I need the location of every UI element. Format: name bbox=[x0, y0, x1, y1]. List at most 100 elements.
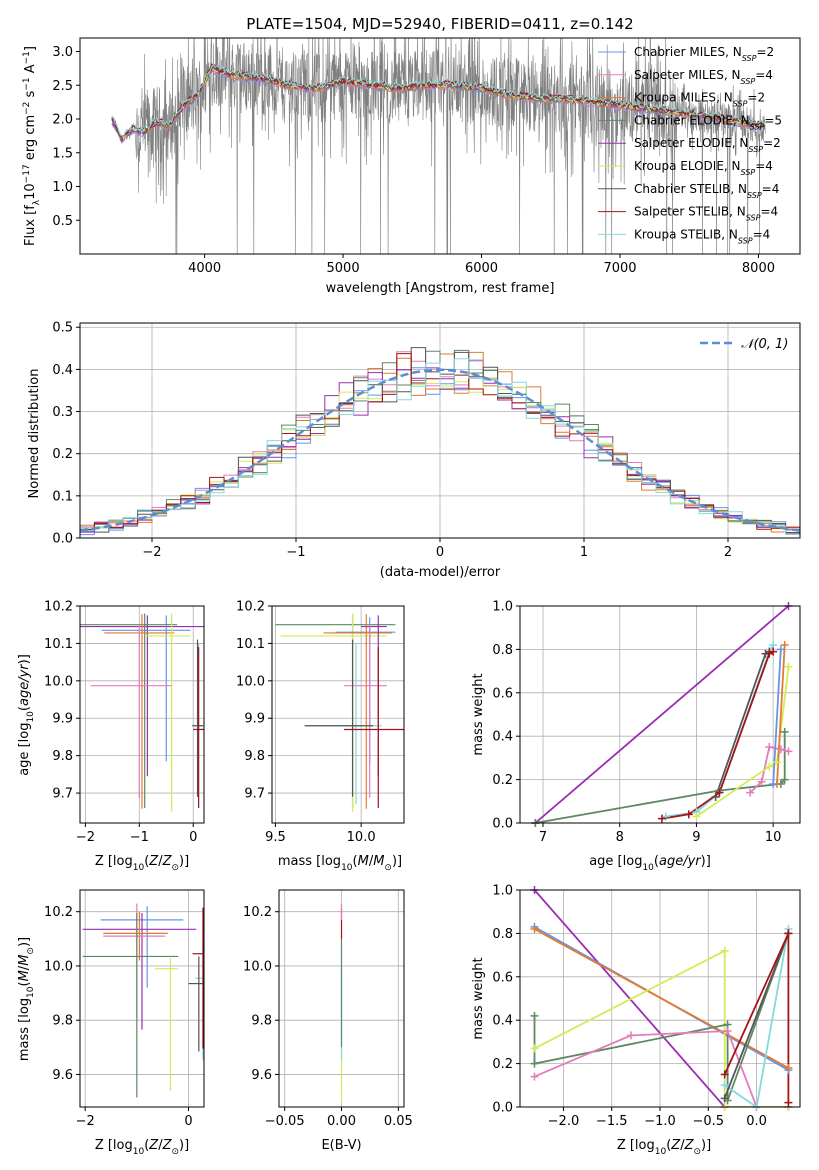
x-tick-label: 7 bbox=[539, 830, 547, 845]
axes-frame bbox=[79, 605, 205, 824]
legend-entry-5: Kroupa ELODIE, NSSP=4 bbox=[634, 159, 773, 177]
x-tick-label: 0 bbox=[436, 545, 444, 560]
x-axis-label: mass [log10(M/M⊙)] bbox=[278, 854, 402, 873]
y-tick-label: 1.0 bbox=[492, 600, 513, 615]
weight-line-4 bbox=[661, 650, 774, 820]
weight-marker bbox=[720, 946, 729, 955]
y-tick-label: 9.8 bbox=[52, 1014, 73, 1029]
y-tick-label: 9.9 bbox=[52, 712, 73, 727]
weight-marker bbox=[692, 812, 701, 821]
x-tick-label: −0.05 bbox=[265, 1114, 305, 1129]
x-tick-label: 5000 bbox=[327, 261, 360, 276]
y-axis-label: Normed distribution bbox=[27, 369, 42, 499]
residual-histogram-8 bbox=[80, 358, 800, 535]
x-tick-label: −2.0 bbox=[548, 1114, 580, 1129]
axes-frame bbox=[278, 889, 405, 1108]
y-tick-label: 10.1 bbox=[236, 637, 265, 652]
figure-title: PLATE=1504, MJD=52940, FIBERID=0411, z=0… bbox=[246, 15, 633, 33]
weight-vs-age-axes: 7 8 9 10 0.0 0.2 0.4 0.6 0.8 1.0 mass weight age [l… bbox=[471, 600, 801, 873]
weight-marker bbox=[627, 1031, 636, 1040]
y-tick-label: 0.8 bbox=[492, 643, 513, 658]
legend-gaussian-label: 𝒩(0, 1) bbox=[741, 337, 788, 352]
plot-area bbox=[275, 613, 404, 812]
y-tick-label: 10.2 bbox=[243, 905, 272, 920]
axes-frame bbox=[79, 322, 801, 539]
plot-area bbox=[82, 903, 204, 1098]
y-tick-label: 10.1 bbox=[44, 637, 73, 652]
x-tick-label: 0 bbox=[184, 1114, 192, 1129]
y-tick-label: 9.6 bbox=[52, 1068, 73, 1083]
weight-marker bbox=[530, 1044, 539, 1053]
y-tick-label: 0.2 bbox=[52, 447, 73, 462]
weight-line-6 bbox=[724, 928, 790, 1107]
y-tick-label: 9.8 bbox=[251, 1014, 272, 1029]
x-tick-label: −1 bbox=[130, 830, 149, 845]
x-tick-label: 4000 bbox=[188, 261, 221, 276]
y-axis-label: mass weight bbox=[471, 673, 486, 755]
x-tick-label: −2 bbox=[76, 830, 95, 845]
weight-marker bbox=[711, 792, 720, 801]
axes-frame bbox=[271, 605, 405, 824]
weight-line-1 bbox=[535, 731, 786, 823]
x-tick-label: 0.0 bbox=[746, 1114, 767, 1129]
x-tick-label: 8000 bbox=[742, 261, 775, 276]
axes-frame bbox=[519, 889, 801, 1108]
x-tick-label: 6000 bbox=[465, 261, 498, 276]
legend-entry-0: Chabrier MILES, NSSP=2 bbox=[634, 45, 774, 63]
x-tick-label: −1.5 bbox=[596, 1114, 628, 1129]
y-axis-label: mass weight bbox=[471, 957, 486, 1039]
weight-marker bbox=[720, 1094, 729, 1103]
y-tick-label: 3.0 bbox=[52, 45, 73, 60]
x-tick-label: 10 bbox=[765, 830, 782, 845]
y-tick-label: 0.4 bbox=[492, 730, 513, 745]
x-tick-label: 1 bbox=[580, 545, 588, 560]
y-tick-label: 9.6 bbox=[251, 1068, 272, 1083]
weight-marker bbox=[723, 1027, 732, 1036]
y-tick-label: 10.0 bbox=[44, 674, 73, 689]
x-tick-label: −2 bbox=[142, 545, 161, 560]
age-vs-mass-axes: 9.5 10.0 9.7 9.8 9.9 10.0 10.1 10.2 mass [log10(… bbox=[236, 600, 405, 873]
y-tick-label: 0.0 bbox=[492, 817, 513, 832]
y-tick-label: 0.5 bbox=[52, 214, 73, 229]
weight-marker bbox=[530, 1059, 539, 1068]
y-tick-label: 0.6 bbox=[492, 970, 513, 985]
x-tick-label: 2 bbox=[724, 545, 732, 560]
plot-area bbox=[111, 38, 766, 254]
weight-marker bbox=[784, 929, 793, 938]
x-tick-label: 0 bbox=[189, 830, 197, 845]
y-tick-label: 9.9 bbox=[244, 712, 265, 727]
y-tick-label: 1.0 bbox=[492, 884, 513, 899]
x-tick-label: 9 bbox=[692, 830, 700, 845]
plot-area bbox=[533, 890, 790, 1107]
x-tick-label: 9.5 bbox=[265, 830, 286, 845]
weight-marker bbox=[530, 1011, 539, 1020]
y-tick-label: 10.2 bbox=[44, 905, 73, 920]
weight-marker bbox=[780, 641, 789, 650]
legend-entry-2: Kroupa MILES, NSSP=2 bbox=[634, 91, 765, 109]
x-axis-label: Z [log10(Z/Z⊙)] bbox=[95, 1138, 189, 1157]
y-tick-label: 10.0 bbox=[236, 674, 265, 689]
plot-area bbox=[80, 613, 204, 812]
y-tick-label: 1.0 bbox=[52, 180, 73, 195]
legend-entry-6: Chabrier STELIB, NSSP=4 bbox=[634, 182, 779, 200]
weight-marker bbox=[780, 775, 789, 784]
x-axis-label: E(B-V) bbox=[321, 1138, 361, 1153]
y-tick-label: 2.0 bbox=[52, 113, 73, 128]
weight-marker bbox=[715, 788, 724, 797]
plot-area bbox=[80, 347, 800, 536]
weight-line-7 bbox=[776, 645, 786, 784]
y-tick-label: 1.5 bbox=[52, 146, 73, 161]
weight-marker bbox=[776, 745, 785, 754]
y-tick-label: 10.2 bbox=[44, 600, 73, 615]
weight-line-7 bbox=[723, 933, 790, 1099]
weight-line-2 bbox=[534, 928, 789, 1069]
axes-frame bbox=[79, 889, 205, 1108]
weight-marker bbox=[657, 814, 666, 823]
weight-marker bbox=[784, 1063, 793, 1072]
legend-entry-1: Salpeter MILES, NSSP=4 bbox=[634, 68, 773, 86]
y-tick-label: 0.1 bbox=[52, 489, 73, 504]
y-tick-label: 0.2 bbox=[492, 773, 513, 788]
y-tick-label: 10.0 bbox=[44, 959, 73, 974]
x-tick-label: −1.0 bbox=[644, 1114, 676, 1129]
